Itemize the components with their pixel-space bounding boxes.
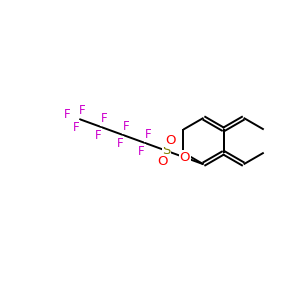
Text: F: F	[95, 129, 101, 142]
Text: F: F	[138, 145, 145, 158]
Text: S: S	[162, 144, 171, 157]
Text: F: F	[79, 104, 86, 117]
Text: F: F	[73, 121, 80, 134]
Text: F: F	[116, 137, 123, 150]
Text: O: O	[180, 151, 190, 164]
Text: F: F	[123, 120, 129, 133]
Text: O: O	[158, 155, 168, 168]
Text: F: F	[64, 108, 71, 121]
Text: F: F	[101, 112, 107, 125]
Text: F: F	[144, 128, 151, 141]
Text: O: O	[165, 134, 175, 147]
